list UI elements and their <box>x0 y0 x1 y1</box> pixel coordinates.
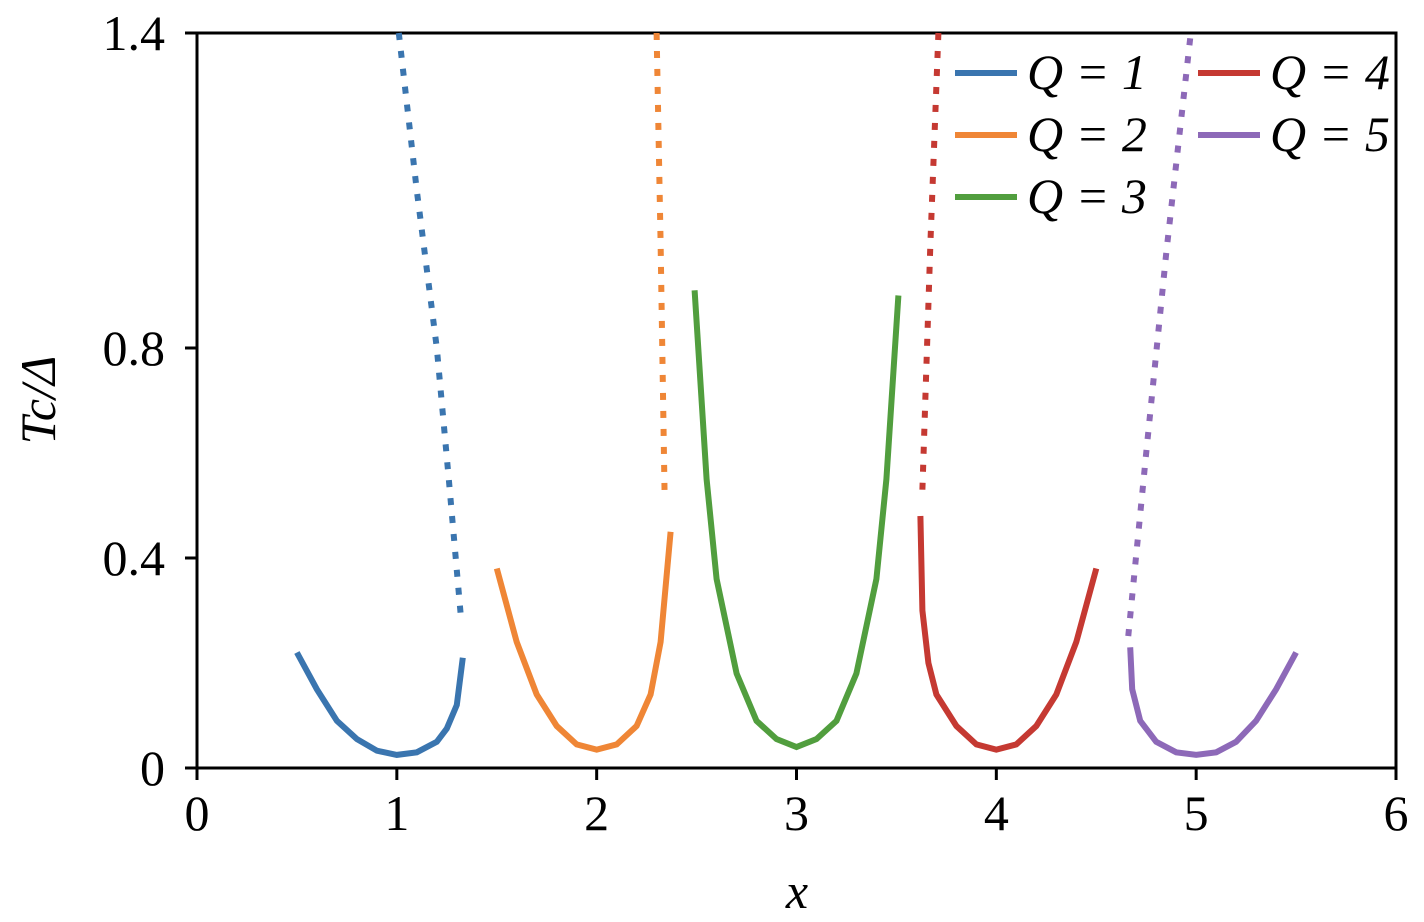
x-tick-label: 1 <box>384 785 409 841</box>
legend-label: Q = 1 <box>1027 44 1147 100</box>
line <box>493 531 674 753</box>
legend-label: Q = 3 <box>1027 168 1147 224</box>
x-tick-label: 3 <box>784 785 809 841</box>
legend-label: Q = 4 <box>1270 44 1390 100</box>
dotted-line <box>395 32 464 617</box>
x-tick-label: 5 <box>1184 785 1209 841</box>
plot-frame <box>195 31 1398 770</box>
y-tick-label: 0 <box>140 740 165 796</box>
y-tick-label: 0.8 <box>103 320 166 376</box>
x-tick-label: 6 <box>1384 785 1409 841</box>
y-tick-label: 1.4 <box>103 5 166 61</box>
x-tick-label: 0 <box>185 785 210 841</box>
y-axis-label: Tc/Δ <box>10 356 66 445</box>
legend-label: Q = 2 <box>1027 106 1147 162</box>
line <box>294 651 466 758</box>
line <box>917 515 1100 753</box>
legend-label: Q = 5 <box>1270 106 1390 162</box>
dotted-line <box>919 32 942 490</box>
dotted-line <box>653 32 668 496</box>
dotted-line <box>1125 37 1194 638</box>
line <box>1127 647 1299 758</box>
line <box>691 290 902 751</box>
x-tick-label: 4 <box>984 785 1009 841</box>
x-axis-label: x <box>785 863 808 919</box>
y-tick-label: 0.4 <box>103 530 166 586</box>
x-tick-label: 2 <box>584 785 609 841</box>
